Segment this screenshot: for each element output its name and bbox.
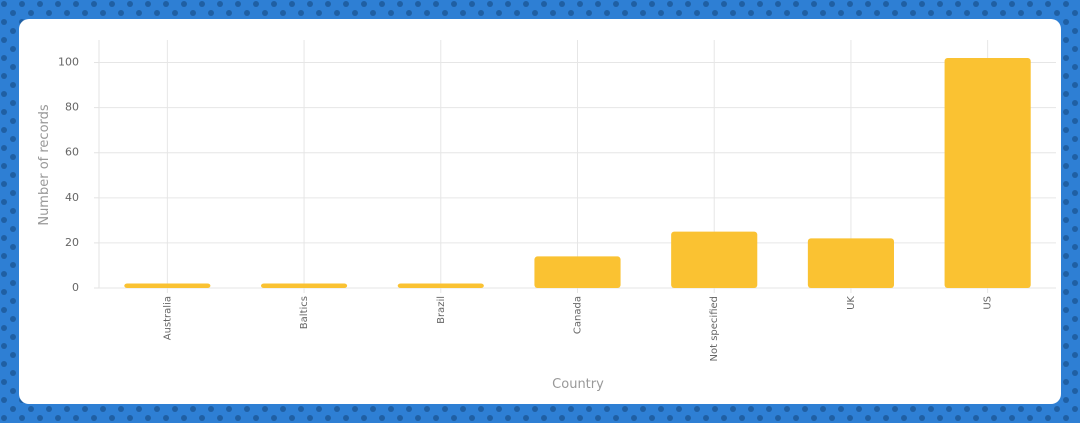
x-tick-label: Baltics bbox=[299, 296, 310, 329]
y-axis-title: Number of records bbox=[37, 104, 52, 226]
x-tick-label: Brazil bbox=[436, 296, 447, 324]
y-tick-label: 0 bbox=[72, 281, 79, 294]
bar bbox=[261, 283, 348, 288]
x-tick-label: US bbox=[983, 296, 994, 310]
x-axis-title: Country bbox=[552, 377, 604, 392]
y-tick-label: 40 bbox=[65, 191, 79, 204]
y-tick-label: 80 bbox=[65, 101, 79, 114]
y-tick-label: 100 bbox=[58, 56, 79, 69]
y-tick-label: 60 bbox=[65, 146, 79, 159]
bar bbox=[124, 283, 211, 288]
bar bbox=[397, 283, 484, 288]
x-tick-label: Australia bbox=[162, 296, 173, 340]
bar bbox=[534, 256, 621, 288]
x-tick-label: Not specified bbox=[709, 296, 720, 361]
x-tick-label: Canada bbox=[573, 296, 584, 334]
bar bbox=[944, 58, 1031, 288]
bar bbox=[807, 238, 894, 288]
bar bbox=[671, 231, 758, 288]
card bbox=[19, 19, 1061, 404]
x-tick-label: UK bbox=[846, 296, 857, 310]
y-tick-label: 20 bbox=[65, 236, 79, 249]
